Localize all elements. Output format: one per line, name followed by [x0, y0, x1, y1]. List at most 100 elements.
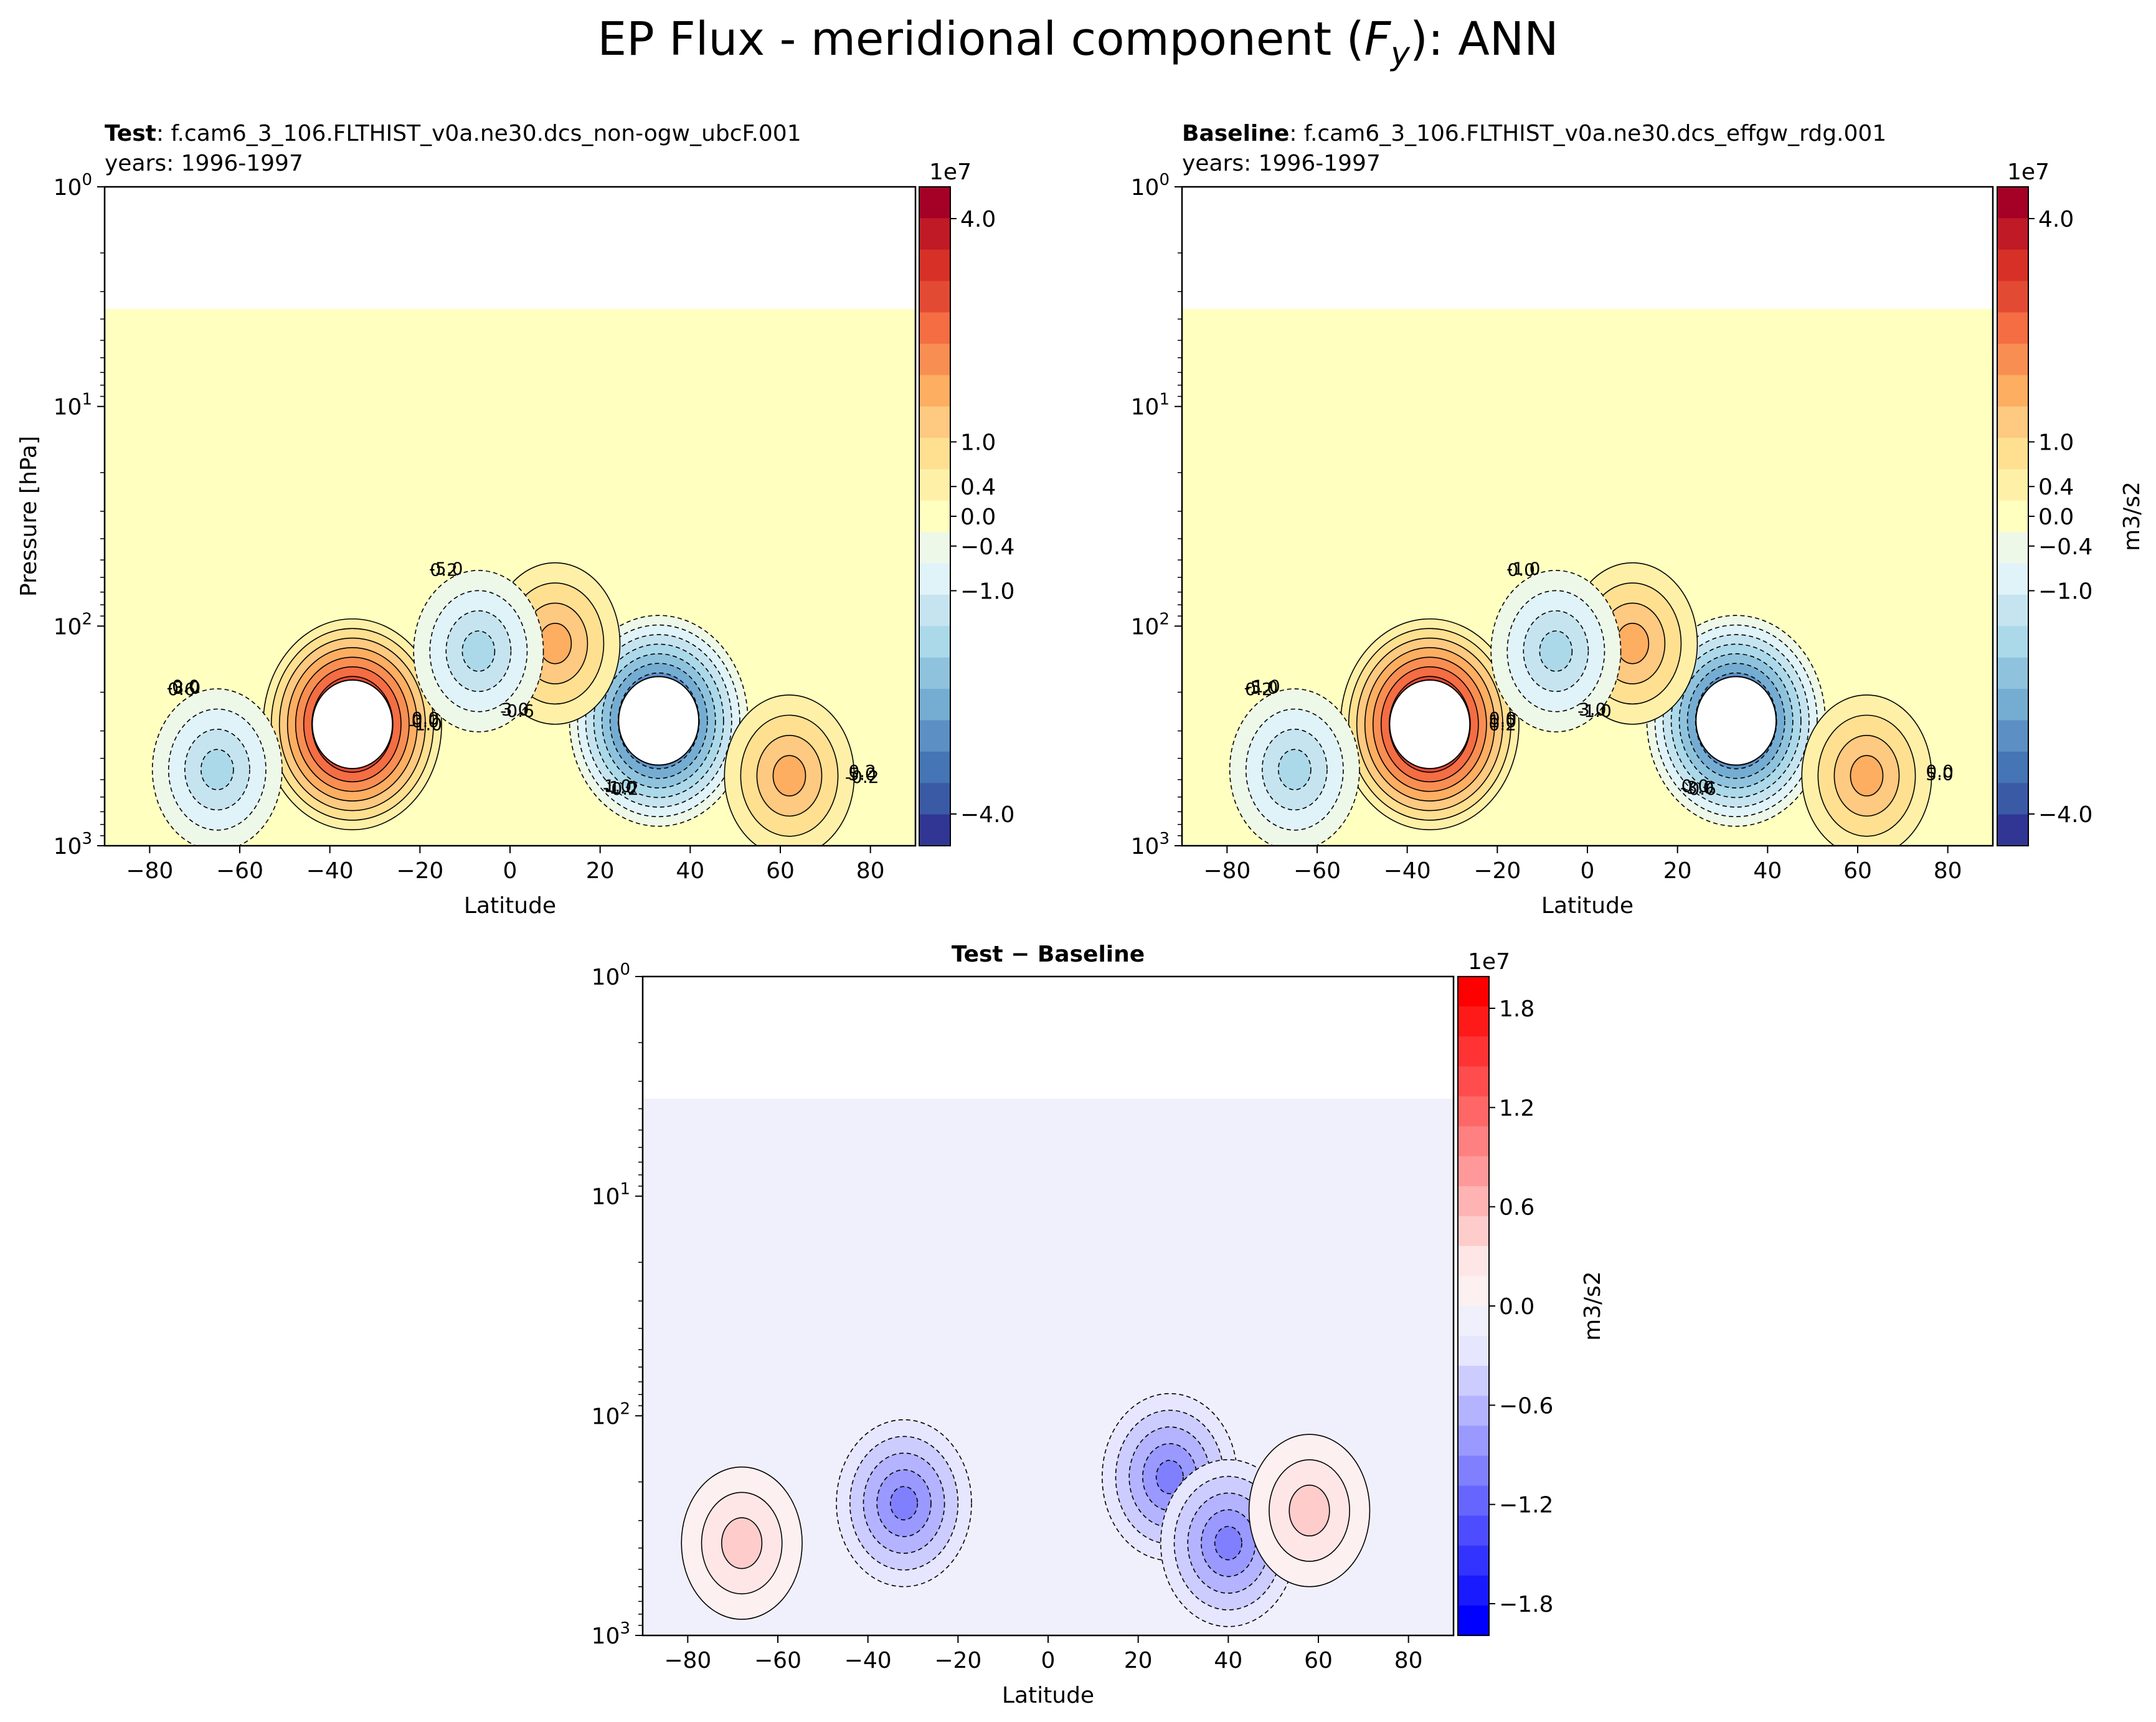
contour-label: 0.2 [848, 761, 876, 782]
y-tick-label: 103 [1131, 830, 1170, 859]
colorbar-tick-label: 1.2 [1499, 1095, 1534, 1121]
colorbar-segment [919, 249, 950, 281]
x-tick-label: −60 [216, 858, 263, 884]
plot-area [105, 309, 915, 846]
contour-level [721, 1517, 763, 1569]
colorbar-tick-label: −4.0 [960, 802, 1014, 828]
contour-level [1277, 749, 1312, 790]
contour-label: -1.0 [1246, 676, 1280, 697]
y-tick-label: 103 [54, 830, 92, 859]
x-tick-label: −20 [934, 1648, 981, 1673]
contour-label: 5.0 [848, 764, 876, 785]
colorbar-segment [1997, 720, 2028, 752]
y-tick-label: 100 [1131, 171, 1170, 201]
colorbar-segment [919, 187, 950, 219]
plot-area [643, 1099, 1454, 1635]
contour-label: 3.0 [501, 699, 529, 719]
colorbar-segment [1997, 281, 2028, 313]
x-tick-label: −20 [396, 858, 443, 884]
colorbar: 4.0 1.0 0.4 0.0 −0.4 −1.0 −4.0 1e7 m3/s2 [1997, 159, 2145, 846]
panel-subtitle: years: 1996-1997 [105, 151, 303, 176]
colorbar-segment [919, 500, 950, 532]
contour-feature-south-midlat-negative [836, 1419, 972, 1587]
colorbar-segment [1997, 626, 2028, 658]
colorbar-segment [1458, 1096, 1489, 1127]
contour-feature-southern-negative-lobe [1229, 688, 1360, 846]
contour-level [1615, 623, 1650, 665]
x-tick-label: 0 [503, 858, 518, 884]
colorbar-segment [1997, 689, 2028, 721]
contour-label: 0.2 [430, 560, 458, 580]
y-tick-label: 100 [54, 171, 92, 201]
colorbar-segment [1997, 343, 2028, 376]
colorbar-segment [1458, 1426, 1489, 1457]
saturated-core [1695, 676, 1777, 766]
colorbar-segment [1458, 1336, 1489, 1366]
colorbar-segment [1458, 1126, 1489, 1157]
colorbar-segment [1458, 1455, 1489, 1487]
x-tick-label: 40 [676, 858, 704, 884]
colorbar-segment [1458, 1545, 1489, 1576]
x-tick-label: −80 [1203, 858, 1251, 884]
contour-label: 1.0 [1489, 711, 1517, 732]
colorbar: 1.8 1.2 0.6 0.0 −0.6 −1.2 −1.8 1e7 m3/s2 [1457, 949, 1605, 1636]
contour-feature-southern-positive-core [262, 618, 442, 831]
colorbar-tick-label: 1.0 [2038, 430, 2074, 455]
colorbar-segment [919, 438, 950, 470]
colorbar-segment [1997, 563, 2028, 595]
x-axis-label: Latitude [1541, 893, 1634, 919]
colorbar-segment [1997, 814, 2028, 846]
colorbar-segment [1997, 783, 2028, 815]
contour-level [1288, 1484, 1330, 1537]
x-tick-label: 0 [1041, 1648, 1056, 1673]
colorbar-segment [1997, 657, 2028, 689]
colorbar-segment [1997, 249, 2028, 281]
colorbar-segment [1458, 977, 1489, 1007]
colorbar-segment [919, 406, 950, 438]
contour-label: 1.0 [604, 775, 632, 796]
contour-feature-north-positive [1248, 1434, 1371, 1587]
contour-label: -1.0 [1577, 701, 1612, 721]
y-tick-label: 100 [592, 960, 630, 990]
contour-level [1850, 755, 1884, 797]
colorbar-segment [919, 814, 950, 846]
contour-feature-southern-positive-core [1340, 618, 1520, 831]
colorbar-tick-label: −1.8 [1499, 1592, 1553, 1617]
colorbar-tick-label: 4.0 [2038, 207, 2074, 232]
colorbar-segment [1997, 438, 2028, 470]
y-tick-label: 101 [54, 390, 92, 420]
contour-label: 0.0 [412, 711, 440, 732]
colorbar-segment [1458, 1605, 1489, 1636]
contour-feature-northern-positive-lobe [724, 694, 855, 846]
colorbar-scale-label: 1e7 [2007, 159, 2050, 185]
y-tick-label: 101 [1131, 390, 1170, 420]
x-tick-label: 80 [1934, 858, 1962, 884]
colorbar-tick-label: −1.0 [2038, 579, 2092, 605]
colorbar-tick-label: −1.0 [960, 579, 1014, 605]
colorbar-segment [919, 343, 950, 376]
contour-label: 0.0 [1681, 775, 1709, 796]
x-tick-label: 40 [1214, 1648, 1242, 1673]
figure-title: EP Flux - meridional component (Fy): ANN [597, 12, 1558, 73]
colorbar-segment [1997, 594, 2028, 627]
colorbar-segment [1997, 218, 2028, 250]
contour-label: 0.2 [1488, 714, 1516, 734]
colorbar-tick-label: 0.4 [2038, 475, 2074, 500]
colorbar-segment [1458, 1066, 1489, 1097]
colorbar-segment [919, 563, 950, 595]
y-axis-label: Pressure [hPa] [16, 436, 42, 597]
colorbar-segment [1458, 1216, 1489, 1247]
colorbar-segment [919, 469, 950, 501]
colorbar-segment [1458, 1186, 1489, 1217]
panel-title: Test − Baseline [952, 942, 1145, 967]
colorbar-segment [1458, 1156, 1489, 1187]
colorbar-tick-label: 0.6 [1499, 1195, 1534, 1221]
colorbar-segment [919, 218, 950, 250]
colorbar-segment [919, 751, 950, 783]
colorbar-segment [919, 312, 950, 344]
colorbar-tick-label: −1.2 [1499, 1493, 1553, 1518]
colorbar-segment [1458, 1006, 1489, 1037]
y-tick-label: 102 [592, 1399, 630, 1429]
x-tick-label: −80 [664, 1648, 711, 1673]
colorbar-segment [1458, 1246, 1489, 1277]
